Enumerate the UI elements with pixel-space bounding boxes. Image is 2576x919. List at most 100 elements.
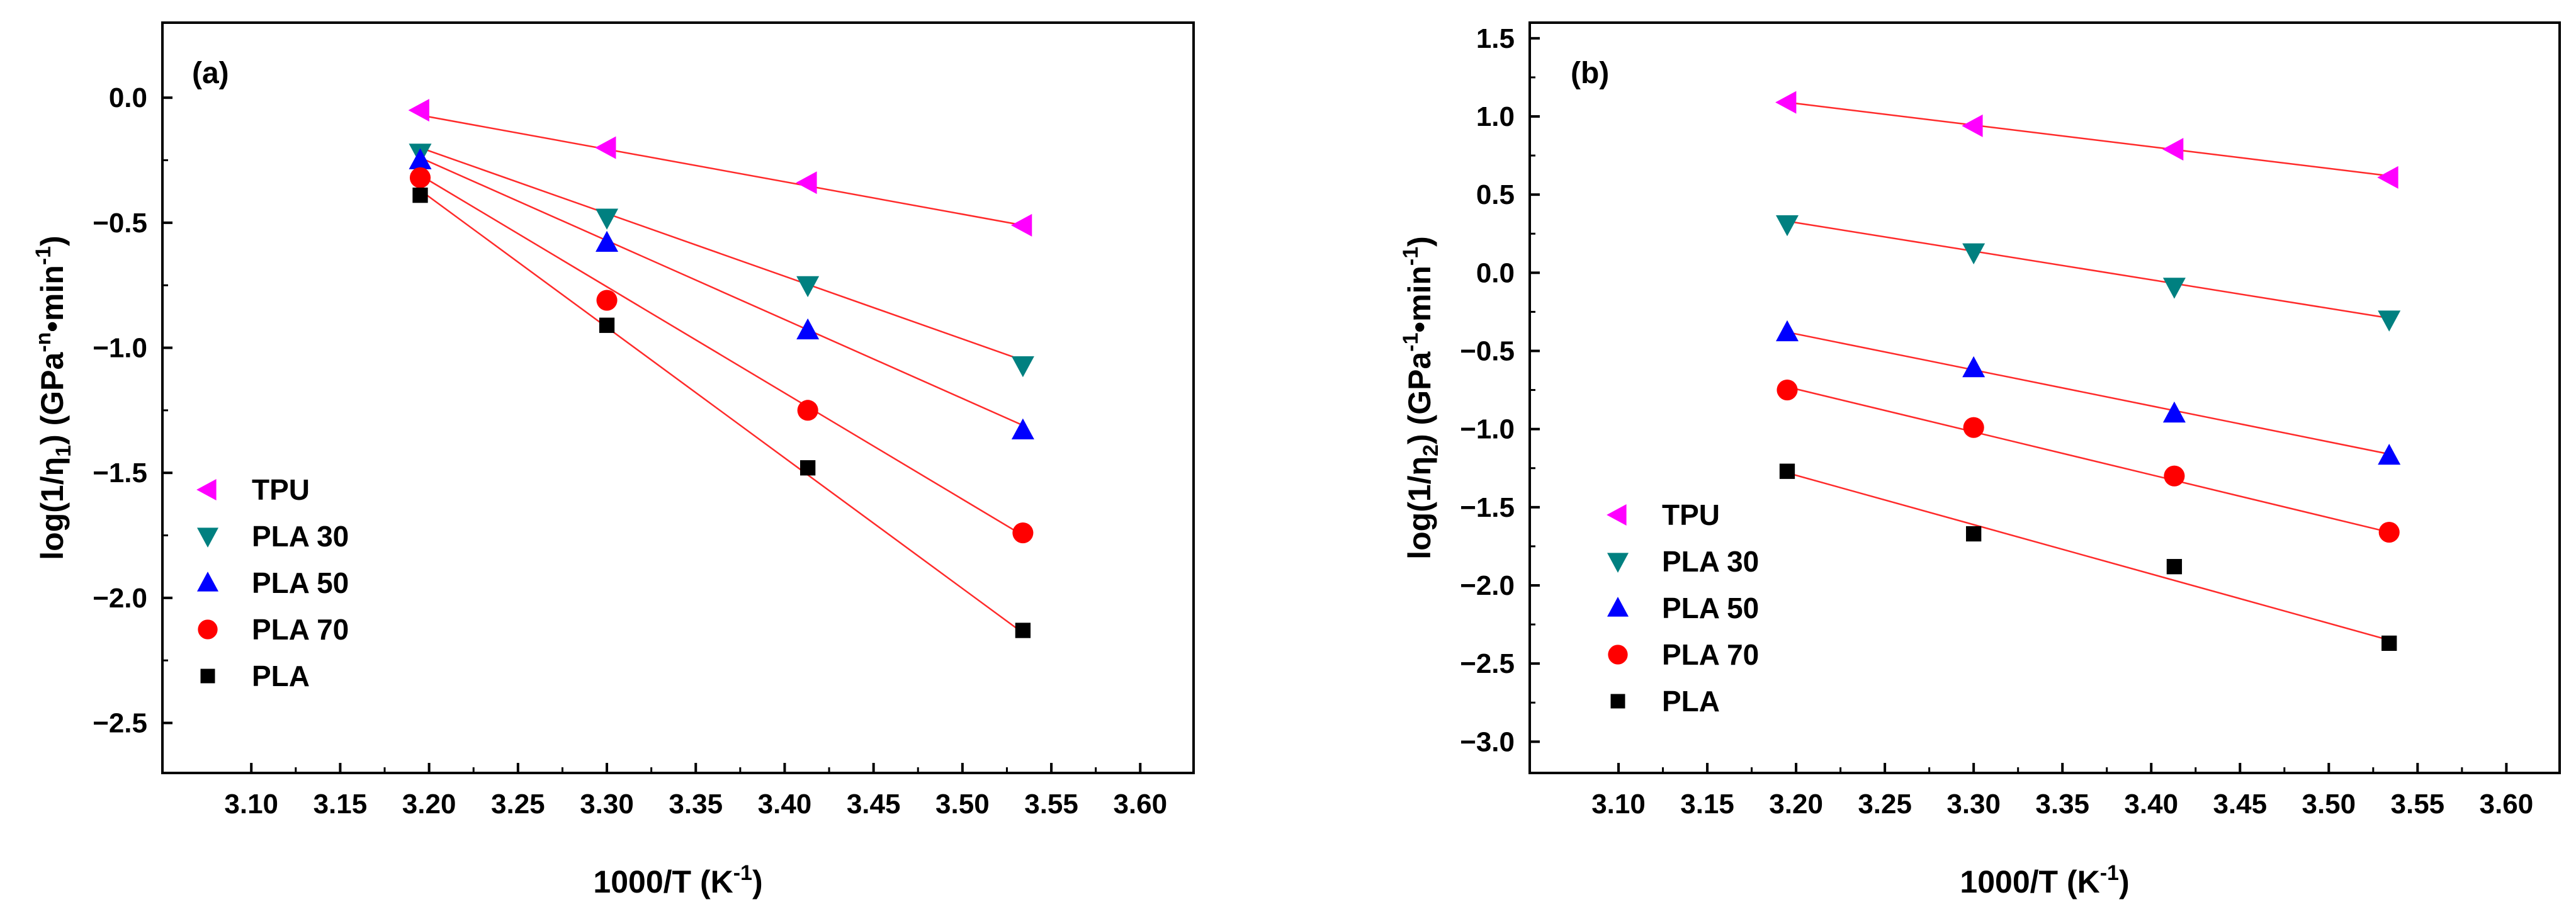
data-point (2162, 278, 2186, 299)
fit-line-tpu (420, 114, 1024, 227)
y-tick-label: −1.0 (1460, 414, 1515, 445)
legend-label: PLA 50 (1662, 592, 1759, 624)
data-point (2377, 166, 2398, 189)
data-point (796, 276, 820, 298)
x-tick-label: 3.50 (2302, 789, 2356, 820)
data-point (2166, 559, 2183, 575)
panel-label: (b) (1571, 57, 1609, 90)
legend-marker (200, 668, 215, 684)
data-point (596, 230, 619, 252)
y-tick-label: −2.5 (1460, 648, 1515, 679)
legend-marker (1610, 694, 1625, 709)
y-tick-label: 1.5 (1476, 23, 1515, 54)
legend: TPU PLA 30 PLA 50 PLA 70 PLA (196, 473, 349, 692)
legend-item: TPU (1607, 499, 1720, 531)
x-tick-label: 3.30 (1946, 789, 2001, 820)
series-pla-70 (1777, 380, 2400, 543)
x-tick-label: 3.55 (2391, 789, 2445, 820)
legend-label: PLA 70 (252, 613, 349, 646)
legend-item: PLA (1610, 685, 1720, 718)
legend-label: TPU (252, 473, 310, 506)
x-tick-label: 3.35 (2035, 789, 2089, 820)
data-point (1010, 213, 1032, 237)
data-point (796, 171, 817, 195)
data-point (2164, 465, 2185, 487)
y-tick-label: −2.5 (93, 708, 147, 739)
legend-marker (197, 527, 218, 548)
plot-frame (1528, 21, 2561, 774)
data-point (1015, 623, 1031, 638)
series-pla-30 (409, 144, 1034, 378)
x-axis-ticks: 3.10 3.15 3.20 3.25 3.30 3.35 3.40 3.45 3.50 3.55… (1591, 763, 2533, 820)
x-tick-label: 3.40 (758, 789, 812, 820)
data-point (409, 148, 432, 169)
data-point (2381, 635, 2397, 651)
fit-line-pla-50 (419, 157, 1024, 426)
legend: TPU PLA 30 PLA 50 PLA 70 PLA (1607, 499, 1759, 718)
legend-label: PLA (252, 660, 310, 692)
fit-line-pla-70 (419, 174, 1024, 536)
series-pla (412, 188, 1031, 638)
legend-label: PLA 70 (1662, 638, 1759, 671)
data-point (1776, 215, 1799, 237)
data-point (2378, 522, 2400, 543)
y-tick-label: −1.5 (93, 458, 147, 488)
legend-label: PLA 30 (252, 520, 349, 553)
y-tick-label: 1.0 (1476, 101, 1515, 132)
legend-item: TPU (196, 473, 310, 506)
y-tick-label: 0.0 (1476, 257, 1515, 288)
y-tick-label: 0.0 (109, 82, 147, 113)
x-axis-title: 1000/T (K-1) (1960, 861, 2129, 899)
data-point (1962, 356, 1986, 378)
data-point (412, 188, 428, 203)
data-points (1775, 91, 2401, 651)
data-point (1012, 522, 1034, 544)
series-pla-30 (1776, 215, 2401, 332)
legend-item: PLA 70 (198, 613, 349, 646)
x-tick-label: 3.35 (669, 789, 723, 820)
legend-label: PLA (1662, 685, 1720, 718)
legend-label: PLA 30 (1662, 545, 1759, 578)
legend-marker (196, 479, 217, 500)
data-point (596, 208, 619, 230)
legend-label: PLA 50 (252, 567, 349, 599)
y-tick-label: −0.5 (1460, 336, 1515, 367)
y-tick-label: −2.0 (1460, 570, 1515, 601)
legend-marker (1607, 504, 1627, 526)
data-point (2162, 401, 2186, 423)
x-tick-label: 3.20 (402, 789, 456, 820)
fit-line-tpu (1787, 101, 2390, 177)
x-tick-label: 3.10 (224, 789, 278, 820)
x-tick-label: 3.25 (1858, 789, 1912, 820)
legend-item: PLA 70 (1608, 638, 1759, 671)
data-point (797, 400, 818, 421)
data-point (599, 317, 615, 333)
data-point (409, 167, 431, 188)
data-point (1963, 417, 1984, 438)
fit-lines (1787, 101, 2390, 641)
x-tick-label: 3.30 (580, 789, 634, 820)
data-point (2378, 443, 2401, 465)
legend-item: PLA 30 (1607, 545, 1759, 578)
data-point (800, 460, 816, 476)
x-tick-label: 3.55 (1024, 789, 1078, 820)
legend-item: PLA 50 (197, 567, 349, 599)
data-point (1011, 356, 1034, 378)
data-point (1011, 418, 1034, 440)
series-tpu (1775, 91, 2398, 189)
fit-line-pla-50 (1787, 331, 2390, 455)
data-point (1962, 114, 1983, 137)
data-point (2378, 310, 2401, 332)
data-point (796, 318, 820, 340)
series-pla (1779, 463, 2397, 651)
legend-item: PLA 50 (1607, 592, 1759, 624)
data-point (1777, 380, 1798, 401)
y-axis-ticks: 0.0 −0.5 −1.0 −1.5 −2.0 −2.5 (93, 82, 172, 739)
x-axis-title: 1000/T (K-1) (593, 861, 762, 899)
legend-label: TPU (1662, 499, 1720, 531)
fit-line-pla-70 (1787, 386, 2390, 533)
y-tick-label: −3.0 (1460, 726, 1515, 757)
series-tpu (408, 99, 1032, 237)
x-tick-label: 3.40 (2124, 789, 2178, 820)
